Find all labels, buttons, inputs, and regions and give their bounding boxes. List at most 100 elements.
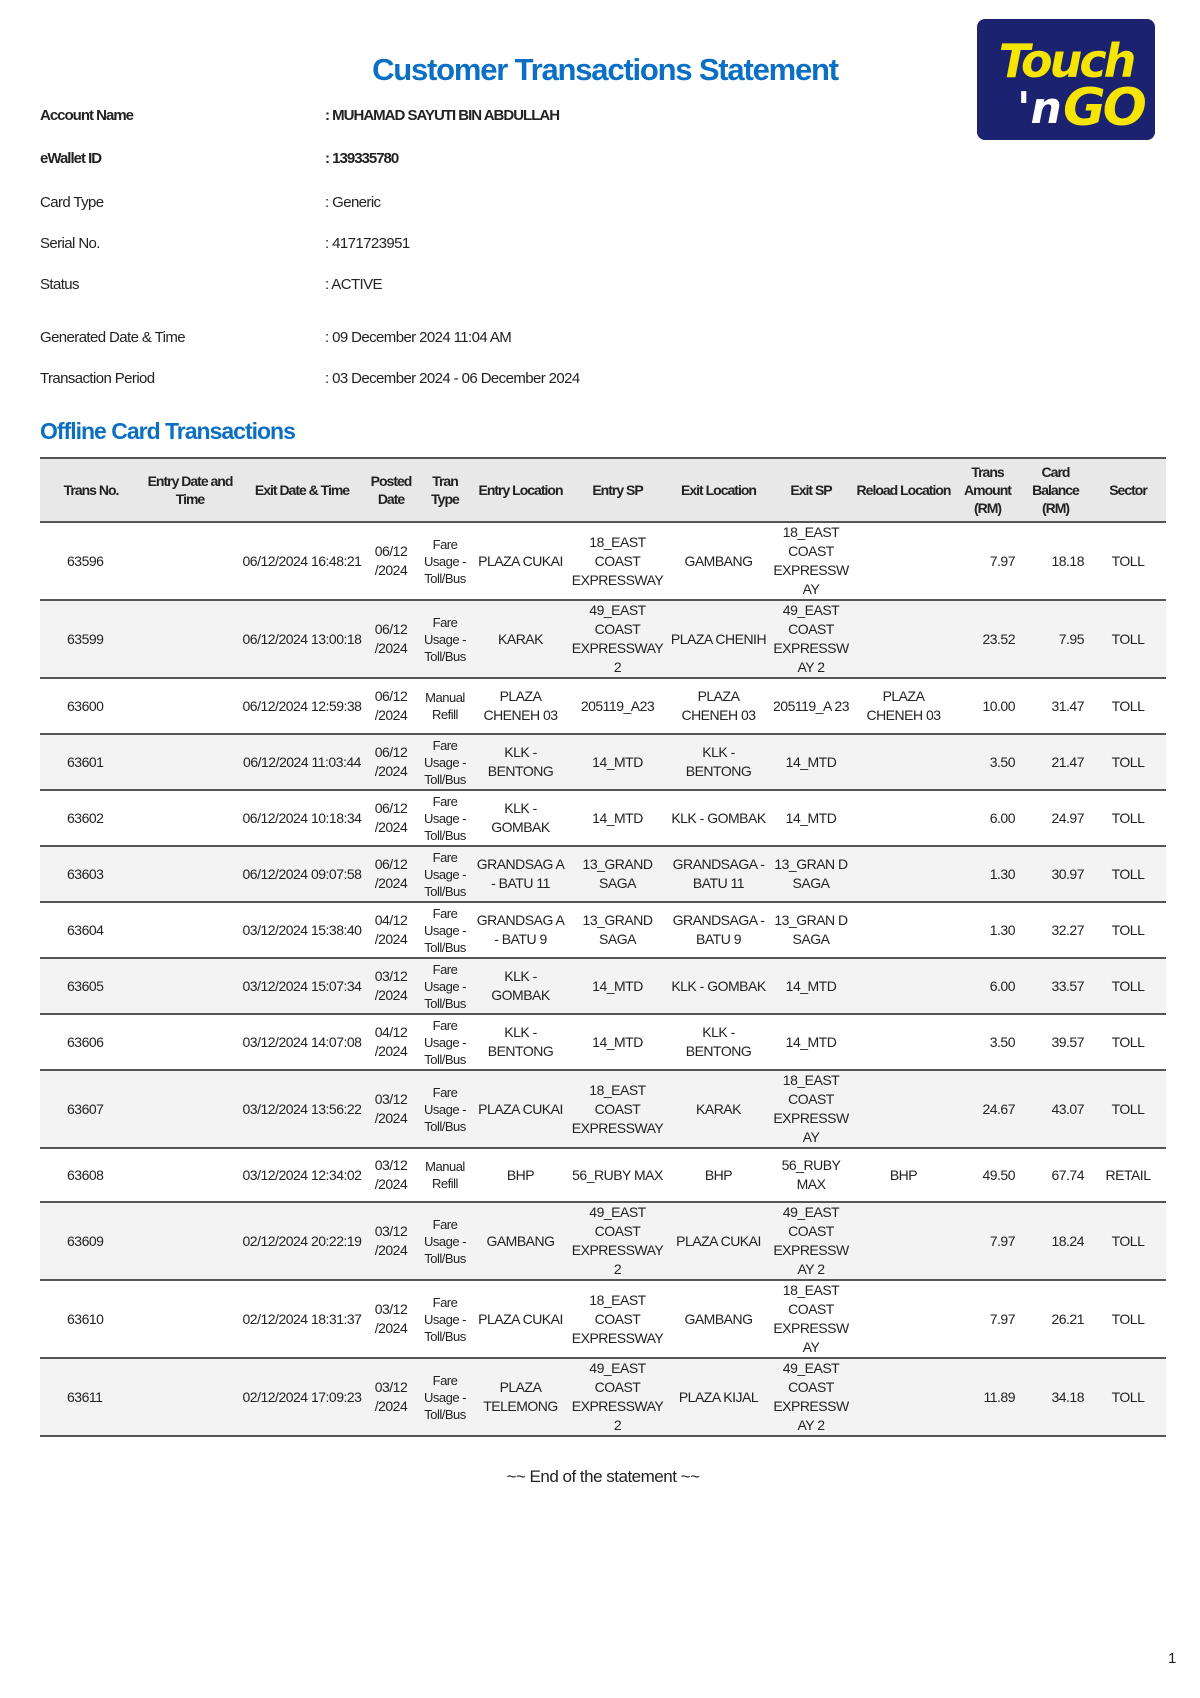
- section-title: Offline Card Transactions: [40, 418, 296, 444]
- table-cell: 13_GRAN D SAGA: [769, 846, 853, 903]
- table-cell: TOLL: [1090, 1280, 1166, 1359]
- table-cell: PLAZA CHENEH 03: [853, 678, 954, 735]
- column-header: Entry Date and Time: [142, 457, 238, 523]
- table-cell: 14_MTD: [567, 734, 668, 791]
- table-cell: Fare Usage - Toll/Bus: [416, 1358, 474, 1437]
- table-row: 63600 06/12/2024 12:59:38 06/12 /2024 Manua…: [40, 678, 1166, 735]
- info-value: : 03 December 2024 - 06 December 2024: [325, 370, 580, 387]
- table-cell: Fare Usage - Toll/Bus: [416, 1014, 474, 1071]
- column-header: Tran Type: [416, 457, 474, 523]
- table-cell: KLK - GOMBAK: [668, 790, 769, 847]
- table-cell: [142, 958, 238, 1015]
- table-cell: TOLL: [1090, 1070, 1166, 1149]
- table-cell: Fare Usage - Toll/Bus: [416, 1070, 474, 1149]
- table-cell: Fare Usage - Toll/Bus: [416, 958, 474, 1015]
- table-cell: 14_MTD: [567, 790, 668, 847]
- table-cell: GRANDSAG A - BATU 9: [474, 902, 567, 959]
- table-cell: 205119_A23: [567, 678, 668, 735]
- table-cell: 1.30: [954, 846, 1021, 903]
- table-row: 63601 06/12/2024 11:03:44 06/12 /2024 Fare …: [40, 734, 1166, 791]
- transactions-table: Trans No. Entry Date and Time Exit Date & …: [40, 457, 1166, 1437]
- table-cell: 49_EAST COAST EXPRESSW AY 2: [769, 1358, 853, 1437]
- column-header: Entry Location: [474, 457, 567, 523]
- table-cell: KLK - GOMBAK: [668, 958, 769, 1015]
- table-cell: TOLL: [1090, 734, 1166, 791]
- table-cell: 14_MTD: [567, 958, 668, 1015]
- table-cell: [142, 522, 238, 601]
- table-cell: 6.00: [954, 958, 1021, 1015]
- column-header: Exit SP: [769, 457, 853, 523]
- table-cell: 06/12/2024 16:48:21: [238, 522, 366, 601]
- table-cell: 63610: [40, 1280, 142, 1359]
- table-cell: 63602: [40, 790, 142, 847]
- table-cell: 13_GRAN D SAGA: [769, 902, 853, 959]
- table-cell: KLK - BENTONG: [474, 1014, 567, 1071]
- table-cell: Fare Usage - Toll/Bus: [416, 902, 474, 959]
- table-cell: 06/12 /2024: [366, 846, 416, 903]
- table-cell: 6.00: [954, 790, 1021, 847]
- table-cell: 3.50: [954, 1014, 1021, 1071]
- table-cell: 56_RUBY MAX: [769, 1148, 853, 1203]
- table-cell: BHP: [853, 1148, 954, 1203]
- table-cell: PLAZA CHENIH: [668, 600, 769, 679]
- table-cell: 06/12/2024 12:59:38: [238, 678, 366, 735]
- table-cell: [142, 1148, 238, 1203]
- table-cell: KLK - GOMBAK: [474, 790, 567, 847]
- table-cell: 1.30: [954, 902, 1021, 959]
- table-cell: 06/12 /2024: [366, 734, 416, 791]
- table-cell: 63606: [40, 1014, 142, 1071]
- table-cell: 26.21: [1021, 1280, 1090, 1359]
- table-cell: PLAZA CHENEH 03: [474, 678, 567, 735]
- table-cell: PLAZA CUKAI: [668, 1202, 769, 1281]
- column-header: Sector: [1090, 457, 1166, 523]
- table-cell: KLK - BENTONG: [474, 734, 567, 791]
- table-cell: 49_EAST COAST EXPRESSWAY 2: [567, 600, 668, 679]
- table-cell: [853, 846, 954, 903]
- table-cell: Fare Usage - Toll/Bus: [416, 1202, 474, 1281]
- column-header: Card Balance (RM): [1021, 457, 1090, 523]
- table-cell: 18_EAST COAST EXPRESSW AY: [769, 522, 853, 601]
- table-cell: 63609: [40, 1202, 142, 1281]
- table-cell: 06/12 /2024: [366, 600, 416, 679]
- table-cell: KARAK: [474, 600, 567, 679]
- table-cell: [853, 1280, 954, 1359]
- table-cell: TOLL: [1090, 902, 1166, 959]
- table-cell: 63608: [40, 1148, 142, 1203]
- table-cell: KLK - GOMBAK: [474, 958, 567, 1015]
- table-cell: [853, 902, 954, 959]
- table-cell: [853, 1358, 954, 1437]
- table-cell: 63601: [40, 734, 142, 791]
- table-cell: 06/12 /2024: [366, 678, 416, 735]
- table-cell: TOLL: [1090, 846, 1166, 903]
- table-cell: TOLL: [1090, 790, 1166, 847]
- table-cell: [853, 958, 954, 1015]
- table-cell: 63603: [40, 846, 142, 903]
- table-cell: Fare Usage - Toll/Bus: [416, 846, 474, 903]
- table-cell: 06/12/2024 11:03:44: [238, 734, 366, 791]
- table-cell: RETAIL: [1090, 1148, 1166, 1203]
- table-row: 63610 02/12/2024 18:31:37 03/12 /2024 Fare …: [40, 1280, 1166, 1359]
- table-cell: 205119_A 23: [769, 678, 853, 735]
- table-cell: 03/12/2024 13:56:22: [238, 1070, 366, 1149]
- table-cell: 18_EAST COAST EXPRESSW AY: [769, 1070, 853, 1149]
- table-cell: [142, 1280, 238, 1359]
- table-cell: 30.97: [1021, 846, 1090, 903]
- table-cell: [142, 1014, 238, 1071]
- table-cell: [142, 1070, 238, 1149]
- table-cell: 18_EAST COAST EXPRESSWAY: [567, 1070, 668, 1149]
- table-cell: GAMBANG: [668, 1280, 769, 1359]
- table-cell: Fare Usage - Toll/Bus: [416, 1280, 474, 1359]
- table-cell: 03/12/2024 12:34:02: [238, 1148, 366, 1203]
- table-cell: 03/12/2024 14:07:08: [238, 1014, 366, 1071]
- table-cell: PLAZA CUKAI: [474, 522, 567, 601]
- table-cell: [853, 734, 954, 791]
- table-cell: 43.07: [1021, 1070, 1090, 1149]
- table-cell: 06/12 /2024: [366, 522, 416, 601]
- table-cell: 23.52: [954, 600, 1021, 679]
- table-cell: Manual Refill: [416, 1148, 474, 1203]
- info-value: : 4171723951: [325, 235, 410, 252]
- table-cell: Fare Usage - Toll/Bus: [416, 522, 474, 601]
- svg-text:GO: GO: [1063, 78, 1146, 138]
- table-cell: 7.97: [954, 522, 1021, 601]
- table-cell: 63599: [40, 600, 142, 679]
